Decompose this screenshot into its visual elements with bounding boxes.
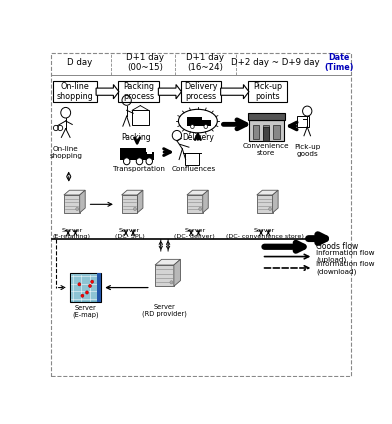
FancyBboxPatch shape xyxy=(53,81,96,102)
Polygon shape xyxy=(138,190,143,213)
Polygon shape xyxy=(201,120,211,126)
Text: Server
(DC- convenience store): Server (DC- convenience store) xyxy=(226,228,304,239)
Ellipse shape xyxy=(178,109,217,133)
FancyBboxPatch shape xyxy=(187,117,201,126)
Polygon shape xyxy=(122,195,138,213)
FancyBboxPatch shape xyxy=(120,148,143,160)
Text: Convenience
store: Convenience store xyxy=(243,143,290,156)
FancyBboxPatch shape xyxy=(263,125,269,139)
FancyArrow shape xyxy=(221,84,249,99)
FancyBboxPatch shape xyxy=(248,113,285,120)
Text: Packing: Packing xyxy=(121,132,151,142)
Text: Pick-up
points: Pick-up points xyxy=(253,82,282,101)
Text: Server
(RD provider): Server (RD provider) xyxy=(142,304,187,318)
Circle shape xyxy=(146,158,152,165)
FancyArrow shape xyxy=(158,84,181,99)
Text: Date
(Time): Date (Time) xyxy=(324,53,354,72)
FancyBboxPatch shape xyxy=(181,81,221,102)
Text: D+1 day
(16~24): D+1 day (16~24) xyxy=(187,53,225,72)
Circle shape xyxy=(133,207,136,211)
Circle shape xyxy=(191,125,194,128)
Polygon shape xyxy=(80,190,85,213)
FancyBboxPatch shape xyxy=(263,127,269,141)
Circle shape xyxy=(199,207,202,211)
Circle shape xyxy=(269,207,272,211)
FancyBboxPatch shape xyxy=(273,125,280,139)
Text: On-line
shopping: On-line shopping xyxy=(49,145,82,159)
Circle shape xyxy=(76,207,79,211)
Text: Transportation: Transportation xyxy=(113,166,165,172)
Polygon shape xyxy=(257,190,278,195)
FancyBboxPatch shape xyxy=(69,273,102,302)
Text: Delivery
process: Delivery process xyxy=(184,82,218,101)
Text: Information flow
(upload): Information flow (upload) xyxy=(316,250,375,263)
Text: Delivery: Delivery xyxy=(182,133,214,142)
Text: Confluences: Confluences xyxy=(171,166,216,172)
Text: Server
(DC- deliver): Server (DC- deliver) xyxy=(174,228,215,239)
Polygon shape xyxy=(155,259,180,265)
Circle shape xyxy=(78,283,81,286)
FancyBboxPatch shape xyxy=(147,150,152,154)
Polygon shape xyxy=(155,265,174,286)
Polygon shape xyxy=(272,190,278,213)
Text: Information flow
(download): Information flow (download) xyxy=(316,261,375,275)
Polygon shape xyxy=(257,195,272,213)
Circle shape xyxy=(85,291,89,294)
Circle shape xyxy=(136,158,143,165)
Text: On-line
shopping: On-line shopping xyxy=(56,82,93,101)
FancyBboxPatch shape xyxy=(249,120,283,141)
Circle shape xyxy=(204,125,208,128)
Polygon shape xyxy=(143,148,154,160)
Text: Pick-up
goods: Pick-up goods xyxy=(294,144,320,157)
FancyBboxPatch shape xyxy=(252,125,259,139)
FancyBboxPatch shape xyxy=(118,81,159,102)
FancyBboxPatch shape xyxy=(97,273,102,302)
Text: D day: D day xyxy=(67,58,92,67)
Polygon shape xyxy=(64,195,80,213)
Circle shape xyxy=(89,285,92,287)
Polygon shape xyxy=(203,190,208,213)
FancyArrow shape xyxy=(96,84,119,99)
Circle shape xyxy=(91,280,94,283)
Text: D+2 day ~ D+9 day: D+2 day ~ D+9 day xyxy=(231,58,319,67)
Text: D+1 day
(00~15): D+1 day (00~15) xyxy=(126,53,164,72)
Text: Server
(DC- 3PL): Server (DC- 3PL) xyxy=(114,228,144,239)
Text: Server
(E-map): Server (E-map) xyxy=(72,305,99,318)
FancyBboxPatch shape xyxy=(248,81,287,102)
Polygon shape xyxy=(187,190,208,195)
Text: Packing
process: Packing process xyxy=(123,82,154,101)
Circle shape xyxy=(123,158,130,165)
Text: Server
(E-retailing): Server (E-retailing) xyxy=(53,228,91,239)
Circle shape xyxy=(81,294,84,297)
Polygon shape xyxy=(64,190,85,195)
Circle shape xyxy=(170,281,173,284)
FancyBboxPatch shape xyxy=(71,274,100,301)
Polygon shape xyxy=(122,190,143,195)
Polygon shape xyxy=(174,259,180,286)
Polygon shape xyxy=(187,195,203,213)
FancyBboxPatch shape xyxy=(132,110,149,125)
Text: Goods flow: Goods flow xyxy=(316,242,359,251)
